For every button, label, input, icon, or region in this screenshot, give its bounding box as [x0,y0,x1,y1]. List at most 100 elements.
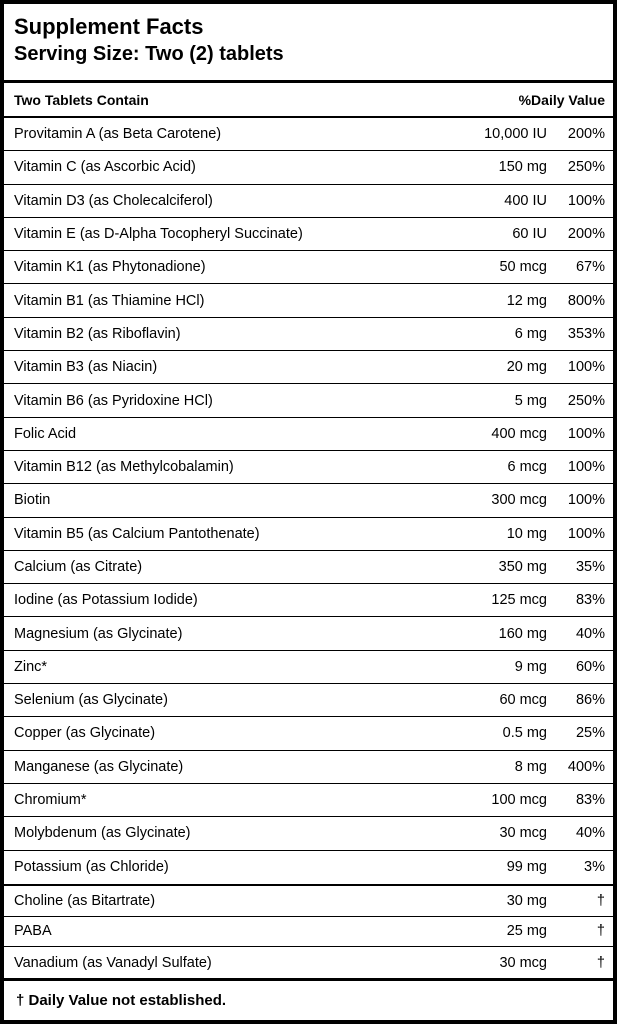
ingredient-name: Vitamin B2 (as Riboflavin) [14,325,181,342]
ingredient-daily-value: 200% [567,126,605,143]
divider-under-column-header [4,116,613,118]
ingredient-name: Potassium (as Chloride) [14,859,169,876]
ingredient-amount: 400 mcg [491,425,547,442]
divider-thick-bottom [4,977,613,981]
ingredient-amount: 50 mcg [499,259,547,276]
ingredient-amount: 125 mcg [491,592,547,609]
table-row: Vitamin B12 (as Methylcobalamin) 6 mcg 100… [4,451,613,485]
ingredient-name: Manganese (as Glycinate) [14,758,184,775]
table-row: Zinc* 9 mg 60% [4,651,613,685]
ingredient-daily-value: 100% [567,525,605,542]
column-header-daily-value: %Daily Value [518,91,605,108]
ingredient-daily-value: 67% [575,259,605,276]
ingredient-amount: 150 mg [498,159,547,176]
table-row: Calcium (as Citrate) 350 mg 35% [4,551,613,585]
ingredient-amount: 10 mg [506,525,547,542]
ingredient-amount: 100 mcg [491,792,547,809]
table-row: PABA 25 mg † [4,917,613,948]
ingredient-daily-value: † [596,954,605,971]
table-row: Vitamin B1 (as Thiamine HCl) 12 mg 800% [4,284,613,318]
column-header-contains: Two Tablets Contain [14,91,149,108]
ingredient-name: Provitamin A (as Beta Carotene) [14,126,222,143]
ingredient-daily-value: 100% [567,425,605,442]
ingredient-daily-value: 60% [575,658,605,675]
ingredient-daily-value: 100% [567,359,605,376]
ingredient-amount: 12 mg [506,292,547,309]
ingredient-amount: 30 mg [506,892,547,909]
table-row: Vitamin B6 (as Pyridoxine HCl) 5 mg 250% [4,384,613,418]
ingredient-amount: 160 mg [498,625,547,642]
ingredient-amount: 0.5 mg [502,725,547,742]
ingredient-name: Vitamin C (as Ascorbic Acid) [14,159,196,176]
ingredient-name: Biotin [14,492,51,509]
ingredient-name: Vitamin K1 (as Phytonadione) [14,259,206,276]
ingredient-amount: 400 IU [504,192,547,209]
ingredient-daily-value: 250% [567,159,605,176]
table-row: Iodine (as Potassium Iodide) 125 mcg 83% [4,584,613,618]
ingredient-amount: 6 mcg [507,459,548,476]
table-row: Vitamin E (as D-Alpha Tocopheryl Succina… [4,218,613,252]
ingredient-amount: 60 IU [512,226,547,243]
ingredient-daily-value: 35% [575,559,605,575]
table-row: Biotin 300 mcg 100% [4,484,613,518]
ingredient-name: Choline (as Bitartrate) [14,892,156,909]
ingredient-name: Vitamin B12 (as Methylcobalamin) [14,459,234,476]
page-title: Supplement Facts [14,14,204,39]
ingredient-daily-value: 3% [584,859,605,876]
table-row: Folic Acid 400 mcg 100% [4,418,613,451]
ingredient-name: Chromium* [14,792,87,809]
ingredient-daily-value: † [596,923,605,940]
ingredient-name: Magnesium (as Glycinate) [14,625,183,642]
table-row: Vitamin B2 (as Riboflavin) 6 mg 353% [4,318,613,352]
ingredient-name: Selenium (as Glycinate) [14,692,168,709]
table-row: Choline (as Bitartrate) 30 mg † [4,886,613,917]
ingredient-name: Vitamin D3 (as Cholecalciferol) [14,192,213,209]
ingredient-name: Copper (as Glycinate) [14,725,156,742]
ingredient-amount: 30 mcg [499,954,547,971]
column-header-row: Two Tablets Contain %Daily Value [4,83,613,116]
ingredient-daily-value: 100% [567,192,605,209]
ingredient-amount: 300 mcg [491,492,547,509]
divider-thick-top [4,80,613,83]
table-row: Potassium (as Chloride) 99 mg 3% [4,851,613,884]
serving-size: Serving Size: Two (2) tablets [14,42,284,65]
ingredient-table-main: Provitamin A (as Beta Carotene) 10,000 IU… [4,118,613,884]
table-row: Molybdenum (as Glycinate) 30 mcg 40% [4,817,613,851]
ingredient-daily-value: 83% [575,592,605,609]
ingredient-name: Zinc* [14,658,48,675]
table-row: Vitamin K1 (as Phytonadione) 50 mcg 67% [4,251,613,285]
ingredient-amount: 60 mcg [499,692,547,709]
ingredient-amount: 8 mg [514,758,547,775]
ingredient-amount: 25 mg [506,923,547,940]
ingredient-name: Vitamin E (as D-Alpha Tocopheryl Succina… [14,226,303,243]
ingredient-daily-value: 100% [567,459,605,476]
ingredient-amount: 9 mg [514,658,547,675]
ingredient-daily-value: 200% [567,226,605,243]
ingredient-amount: 99 mg [506,859,547,876]
ingredient-daily-value: † [596,892,605,909]
ingredient-daily-value: 100% [567,492,605,509]
ingredient-name: Vitamin B3 (as Niacin) [14,359,158,376]
table-row: Vitamin B5 (as Calcium Pantothenate) 10 m… [4,518,613,551]
ingredient-amount: 6 mg [514,325,547,342]
ingredient-name: Folic Acid [14,425,77,442]
ingredient-daily-value: 800% [567,292,605,309]
ingredient-amount: 5 mg [514,392,547,409]
table-row: Vitamin B3 (as Niacin) 20 mg 100% [4,351,613,385]
ingredient-daily-value: 400% [567,758,605,775]
ingredient-daily-value: 86% [575,692,605,709]
ingredient-name: Vitamin B1 (as Thiamine HCl) [14,292,205,309]
ingredient-daily-value: 40% [575,625,605,642]
ingredient-name: Iodine (as Potassium Iodide) [14,592,198,609]
table-row: Selenium (as Glycinate) 60 mcg 86% [4,684,613,718]
ingredient-amount: 350 mg [498,559,547,575]
ingredient-name: Vitamin B5 (as Calcium Pantothenate) [14,525,260,542]
ingredient-daily-value: 40% [575,825,605,842]
ingredient-name: Vitamin B6 (as Pyridoxine HCl) [14,392,213,409]
ingredient-daily-value: 250% [567,392,605,409]
table-row: Copper (as Glycinate) 0.5 mg 25% [4,717,613,751]
table-row: Chromium* 100 mcg 83% [4,784,613,818]
ingredient-amount: 10,000 IU [484,126,547,143]
table-row: Vanadium (as Vanadyl Sulfate) 30 mcg † [4,947,613,978]
ingredient-name: Calcium (as Citrate) [14,559,143,575]
